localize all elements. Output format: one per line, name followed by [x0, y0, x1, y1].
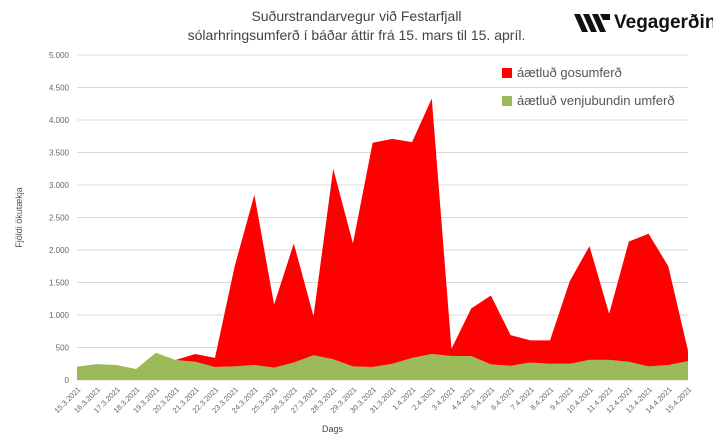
legend-label: áætluð gosumferð — [517, 65, 622, 80]
y-tick-label: 3.000 — [49, 181, 70, 190]
chart-subtitle: sólarhringsumferð í báðar áttir frá 15. … — [187, 27, 526, 43]
y-tick-label: 5.000 — [49, 51, 70, 60]
legend-swatch-red — [502, 67, 512, 78]
legend-item-gos: áætluð gosumferð — [502, 65, 622, 80]
y-tick-label: 0 — [65, 376, 70, 385]
legend-swatch-green — [502, 95, 512, 106]
logo-stripes-icon — [574, 14, 610, 32]
area-series-0 — [77, 352, 688, 380]
chart-title: Suðurstrandarvegur við Festarfjall — [251, 8, 462, 24]
y-tick-label: 4.500 — [49, 84, 70, 93]
y-tick-label: 2.500 — [49, 214, 70, 223]
y-tick-label: 3.500 — [49, 149, 70, 158]
logo-text: Vegagerðin — [614, 12, 713, 33]
legend-label: áætluð venjubundin umferð — [517, 93, 675, 108]
y-tick-label: 1.500 — [49, 279, 70, 288]
y-tick-label: 500 — [56, 344, 70, 353]
y-tick-label: 2.000 — [49, 246, 70, 255]
y-tick-label: 1.000 — [49, 311, 70, 320]
x-axis-label: Dags — [322, 424, 344, 434]
y-axis-label: Fjöldi ökutækja — [14, 187, 24, 248]
vegagerdin-logo: Vegagerðin — [574, 12, 713, 34]
y-tick-label: 4.000 — [49, 116, 70, 125]
area-series-1 — [77, 98, 688, 369]
legend-item-venjubundin: áætluð venjubundin umferð — [502, 93, 675, 108]
